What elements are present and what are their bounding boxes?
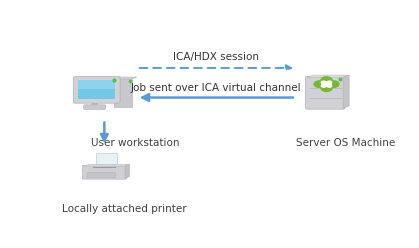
Text: User workstation: User workstation — [91, 138, 180, 148]
Circle shape — [323, 82, 330, 86]
FancyBboxPatch shape — [82, 165, 127, 179]
Circle shape — [327, 84, 332, 87]
FancyBboxPatch shape — [87, 173, 115, 178]
Polygon shape — [96, 153, 117, 169]
FancyBboxPatch shape — [73, 77, 120, 103]
FancyBboxPatch shape — [78, 80, 115, 89]
Text: ICA/HDX session: ICA/HDX session — [173, 52, 259, 62]
Polygon shape — [114, 79, 132, 107]
Polygon shape — [91, 102, 98, 106]
FancyBboxPatch shape — [84, 105, 106, 109]
Polygon shape — [84, 164, 129, 166]
Polygon shape — [125, 164, 129, 178]
Polygon shape — [307, 75, 349, 77]
Text: Job sent over ICA virtual channel: Job sent over ICA virtual channel — [131, 83, 302, 93]
Polygon shape — [114, 77, 137, 79]
Circle shape — [327, 81, 332, 84]
Bar — [93, 167, 116, 168]
FancyBboxPatch shape — [305, 76, 345, 109]
Text: Server OS Machine: Server OS Machine — [296, 138, 395, 148]
FancyBboxPatch shape — [78, 80, 115, 99]
Circle shape — [321, 81, 326, 84]
Circle shape — [328, 81, 339, 87]
Circle shape — [314, 81, 325, 87]
Text: Locally attached printer: Locally attached printer — [62, 205, 187, 215]
Polygon shape — [343, 75, 349, 108]
Circle shape — [321, 84, 326, 87]
Circle shape — [321, 85, 332, 92]
Circle shape — [321, 77, 332, 83]
